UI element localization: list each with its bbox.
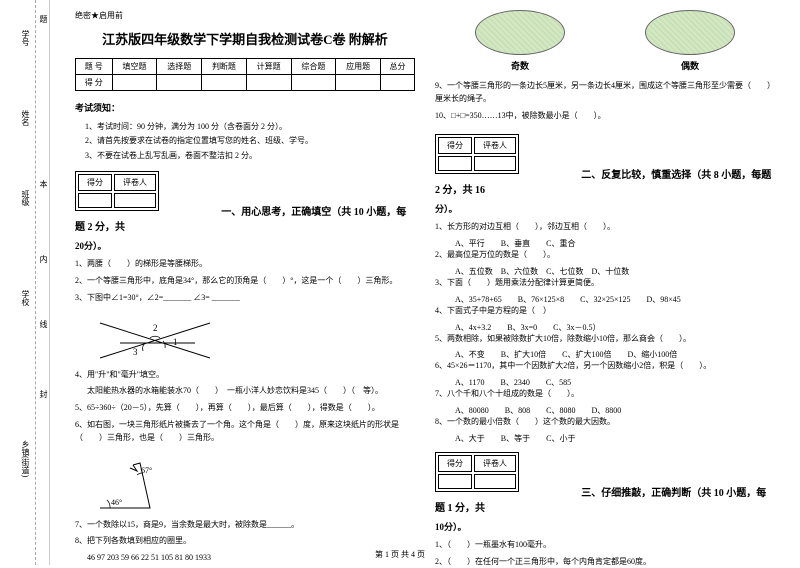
- exam-title: 江苏版四年级数学下学期自我检测试卷C卷 附解析: [75, 29, 415, 48]
- options: A、大于 B、等于 C、小于: [455, 433, 775, 444]
- fold-line: [35, 0, 36, 565]
- page-content: 绝密★启用前 江苏版四年级数学下学期自我检测试卷C卷 附解析 题 号 填空题 选…: [50, 0, 800, 565]
- question: 6、45×26＝1170，其中一个因数扩大2倍，另一个因数缩小2倍，积是（ ）。: [435, 360, 775, 373]
- question: 5、两数相除，如果被除数扩大10倍，除数缩小10倍，那么商会（ ）。: [435, 333, 775, 346]
- notice-list: 1、考试时间：90 分钟，满分为 100 分（含卷面分 2 分）。 2、请首先按…: [85, 120, 415, 163]
- svg-text:1: 1: [173, 337, 178, 347]
- options: A、1170 B、2340 C、585: [455, 377, 775, 388]
- fold-label: 线: [38, 320, 49, 328]
- odd-ellipse: [475, 10, 565, 55]
- fold-label: 本: [38, 180, 49, 188]
- question-sub: 太阳能热水器的水箱能装水70（ ） 一瓶小洋人妙恋饮料是345（ ）（ 等）。: [87, 385, 415, 398]
- left-column: 绝密★启用前 江苏版四年级数学下学期自我检测试卷C卷 附解析 题 号 填空题 选…: [65, 10, 425, 555]
- part3-title-cont: 10分）。: [435, 520, 775, 533]
- question: 2、一个等腰三角形中，底角是34°，那么它的顶角是（ ）°，这是一个（ ）三角形…: [75, 275, 415, 288]
- svg-text:3: 3: [133, 347, 138, 357]
- question: 3、下图中∠1=30°，∠2=_______ ∠3= _______: [75, 292, 415, 305]
- notice-heading: 考试须知：: [75, 101, 415, 114]
- question: 4、用"升"和"毫升"填空。: [75, 369, 415, 382]
- margin-label-town: 乡镇(街道): [20, 440, 31, 477]
- table-row: 得 分: [76, 75, 415, 91]
- triangle-diagram: 67° 46°: [95, 453, 175, 513]
- options: A、4x+3.2 B、3x=0 C、3x－0.5）: [455, 322, 775, 333]
- question: 5、65÷360÷（20－5），先算（ ），再算（ ），最后算（ ），得数是（ …: [75, 402, 415, 415]
- svg-text:46°: 46°: [111, 498, 122, 507]
- score-summary-table: 题 号 填空题 选择题 判断题 计算题 综合题 应用题 总分 得 分: [75, 58, 415, 91]
- odd-ellipse-group: 奇数: [475, 10, 565, 72]
- options: A、不变 B、扩大10倍 C、扩大100倍 D、缩小100倍: [455, 349, 775, 360]
- part-score-box: 得分评卷人: [75, 171, 159, 211]
- question: 3、下面（ ）题用乘法分配律计算更简便。: [435, 277, 775, 290]
- table-row: 题 号 填空题 选择题 判断题 计算题 综合题 应用题 总分: [76, 59, 415, 75]
- question: 10、□+□=350……13中，被除数最小是（ ）。: [435, 110, 775, 123]
- question: 9、一个等腰三角形的一条边长5厘米，另一条边长4厘米，围成这个等腰三角形至少需要…: [435, 80, 775, 106]
- ellipse-row: 奇数 偶数: [435, 10, 775, 72]
- svg-text:67°: 67°: [141, 466, 152, 475]
- question: 2、最高位是万位的数是（ ）。: [435, 249, 775, 262]
- right-column: 奇数 偶数 9、一个等腰三角形的一条边长5厘米，另一条边长4厘米，围成这个等腰三…: [425, 10, 785, 555]
- page-footer: 第 1 页 共 4 页: [0, 549, 800, 560]
- margin-label-class: 班级: [20, 190, 31, 206]
- question: 1、两腰（ ）的梯形是等腰梯形。: [75, 258, 415, 271]
- part-score-box: 得分评卷人: [435, 134, 519, 174]
- odd-label: 奇数: [475, 59, 565, 72]
- notice-item: 2、请首先按要求在试卷的指定位置填写您的姓名、班级、学号。: [85, 134, 415, 148]
- question: 8、把下列各数填到相应的圈里。: [75, 535, 415, 548]
- margin-label-name: 姓名: [20, 110, 31, 126]
- margin-label-school: 学校: [20, 290, 31, 306]
- margin-label-id: 学号: [20, 30, 31, 46]
- even-ellipse: [645, 10, 735, 55]
- options: A、五位数 B、六位数 C、七位数 D、十位数: [455, 266, 775, 277]
- options: A、平行 B、垂直 C、重合: [455, 238, 775, 249]
- part-score-box: 得分评卷人: [435, 452, 519, 492]
- options: A、80080 B、808 C、8080 D、8800: [455, 405, 775, 416]
- question: 7、一个数除以15，商是9，当余数是最大时，被除数是______。: [75, 519, 415, 532]
- part1-title-cont: 20分）。: [75, 239, 415, 252]
- question: 8、一个数的最小倍数（ ）这个数的最大因数。: [435, 416, 775, 429]
- angle-diagram: 2 1 3: [95, 313, 215, 363]
- fold-label: 封: [38, 390, 49, 398]
- part2-title-cont: 分）。: [435, 202, 775, 215]
- question: 7、八个千和八个十组成的数是（ ）。: [435, 388, 775, 401]
- svg-text:2: 2: [153, 323, 158, 333]
- notice-item: 1、考试时间：90 分钟，满分为 100 分（含卷面分 2 分）。: [85, 120, 415, 134]
- fold-label: 内: [38, 255, 49, 263]
- binding-margin: 学号 姓名 班级 学校 乡镇(街道) 题 本 内 线 封: [0, 0, 50, 565]
- even-ellipse-group: 偶数: [645, 10, 735, 72]
- options: A、35+78+65 B、76×125×8 C、32×25×125 D、98×4…: [455, 294, 775, 305]
- notice-item: 3、不要在试卷上乱写乱画，卷面不整洁扣 2 分。: [85, 149, 415, 163]
- question: 1、长方形的对边互相（ ），邻边互相（ ）。: [435, 221, 775, 234]
- secret-tag: 绝密★启用前: [75, 10, 415, 21]
- even-label: 偶数: [645, 59, 735, 72]
- question: 4、下面式子中是方程的是（ ）: [435, 305, 775, 318]
- question: 6、如右图，一块三角形纸片被撕去了一个角。这个角是（ ）度，原来这块纸片的形状是…: [75, 419, 415, 445]
- fold-label: 题: [38, 15, 49, 23]
